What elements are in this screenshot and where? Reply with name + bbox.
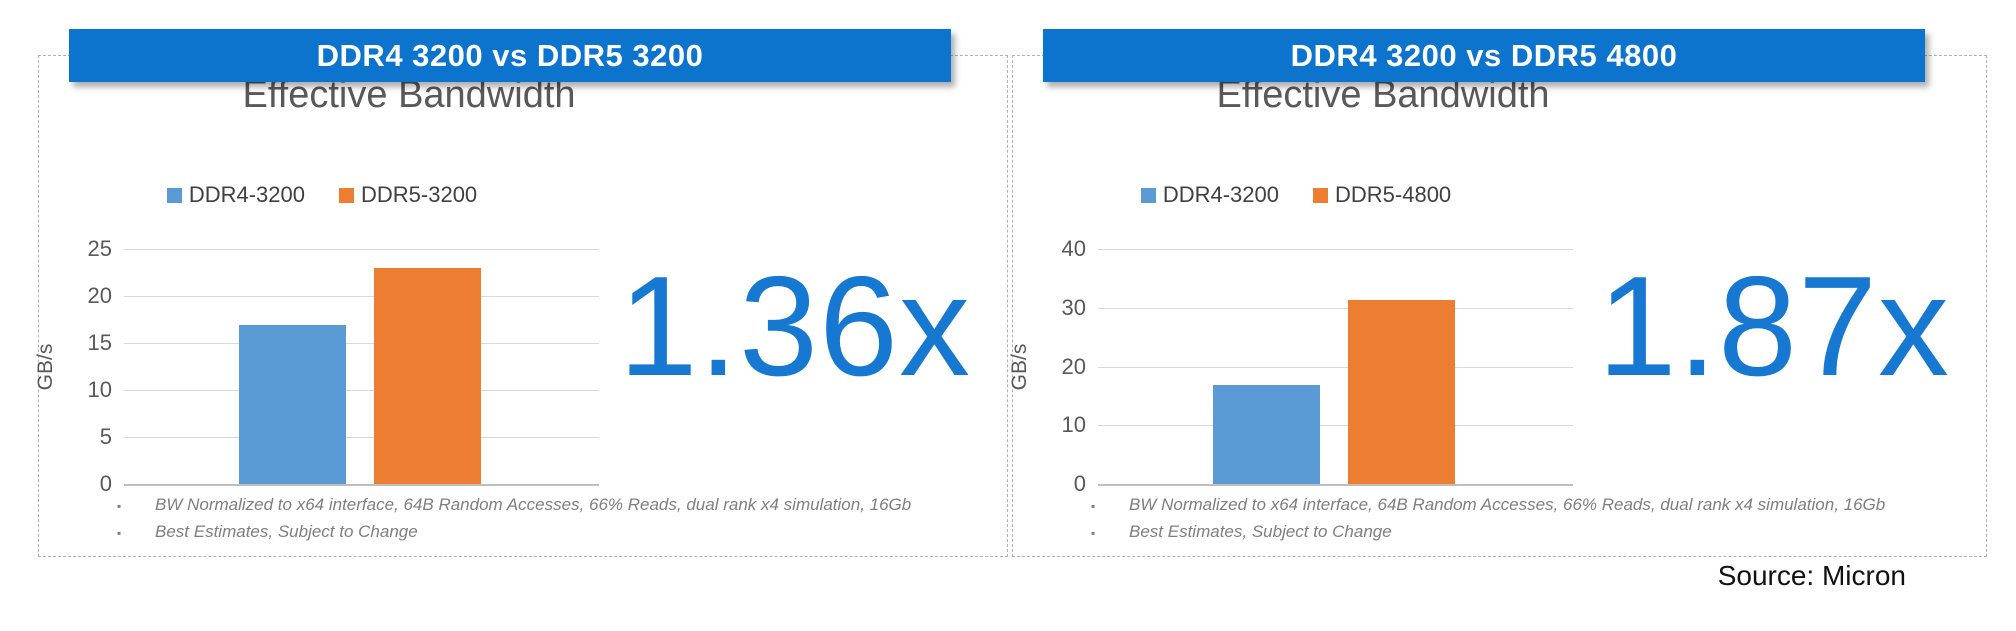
bar-ddr4-3200: [239, 325, 346, 484]
gridline: [124, 437, 599, 438]
legend-item-ddr5: DDR5-4800: [1313, 182, 1451, 208]
legend-label-ddr5: DDR5-4800: [1335, 182, 1452, 207]
banner-title: DDR4 3200 vs DDR5 4800: [1043, 29, 1925, 82]
y-tick-label: 15: [87, 330, 112, 355]
legend: DDR4-3200 DDR5-3200: [39, 182, 605, 208]
footnote-line: ▪ Best Estimates, Subject to Change: [1091, 519, 1885, 546]
panel-ddr5-4800-comparison: DDR4 3200 vs DDR5 4800 Effective Bandwid…: [1008, 29, 1987, 557]
footnote-text: BW Normalized to x64 interface, 64B Rand…: [155, 495, 912, 514]
plot-area: GB/s 0 5 10 15 20 25: [34, 237, 599, 496]
gridline: [1098, 249, 1573, 250]
legend-label-ddr5: DDR5-3200: [361, 182, 478, 207]
bar-ddr5-4800: [1348, 299, 1455, 484]
y-tick-label: 0: [1073, 471, 1086, 496]
bullet-icon: ▪: [1091, 499, 1096, 513]
gridline: [1098, 307, 1573, 309]
bullet-icon: ▪: [117, 499, 122, 513]
gridline: [124, 296, 599, 297]
legend-label-ddr4: DDR4-3200: [1162, 182, 1279, 207]
legend: DDR4-3200 DDR5-4800: [1013, 182, 1579, 208]
gridline: [124, 249, 599, 250]
speedup-multiplier: 1.87x: [1597, 247, 1950, 406]
bullet-icon: ▪: [1091, 526, 1096, 540]
legend-item-ddr5: DDR5-3200: [339, 182, 477, 208]
footnote-text: Best Estimates, Subject to Change: [1129, 522, 1392, 541]
footnotes: ▪ BW Normalized to x64 interface, 64B Ra…: [1091, 492, 1885, 546]
footnote-line: ▪ BW Normalized to x64 interface, 64B Ra…: [117, 492, 911, 519]
legend-item-ddr4: DDR4-3200: [1140, 182, 1279, 208]
source-attribution: Source: Micron: [1717, 560, 1906, 591]
y-tick-label: 40: [1061, 236, 1086, 261]
y-tick-label: 10: [87, 377, 112, 402]
y-tick-label: 30: [1061, 294, 1086, 320]
y-tick-label: 0: [99, 471, 112, 496]
footnote-line: ▪ BW Normalized to x64 interface, 64B Ra…: [1091, 492, 1885, 519]
y-tick-label: 10: [1061, 412, 1086, 438]
legend-label-ddr4: DDR4-3200: [188, 182, 305, 207]
y-tick-label: 5: [99, 424, 112, 449]
legend-swatch-ddr4: [1140, 187, 1156, 203]
bar-ddr5-3200: [374, 267, 481, 484]
speedup-multiplier: 1.36x: [618, 247, 971, 406]
legend-swatch-ddr5: [1313, 187, 1328, 203]
legend-item-ddr4: DDR4-3200: [166, 182, 305, 208]
bar-ddr4-3200: [1213, 385, 1320, 484]
panel-ddr5-3200-comparison: DDR4 3200 vs DDR5 3200 Effective Bandwid…: [34, 29, 1008, 557]
legend-swatch-ddr4: [166, 187, 182, 203]
footnote-line: ▪ Best Estimates, Subject to Change: [117, 519, 911, 546]
plot-area: GB/s 0 10 20 30 40: [1008, 237, 1573, 496]
bullet-icon: ▪: [117, 526, 122, 540]
footnotes: ▪ BW Normalized to x64 interface, 64B Ra…: [117, 492, 911, 546]
y-tick-label: 20: [87, 283, 112, 308]
banner-title: DDR4 3200 vs DDR5 3200: [69, 29, 951, 82]
gridline: [124, 390, 599, 391]
legend-swatch-ddr5: [339, 187, 354, 203]
gridline: [124, 343, 599, 344]
gridline: [1098, 425, 1573, 427]
gridline: [1098, 366, 1573, 368]
footnote-text: BW Normalized to x64 interface, 64B Rand…: [1129, 495, 1886, 514]
footnote-text: Best Estimates, Subject to Change: [155, 522, 418, 541]
y-tick-label: 20: [1061, 353, 1086, 379]
y-tick-label: 25: [87, 236, 112, 261]
